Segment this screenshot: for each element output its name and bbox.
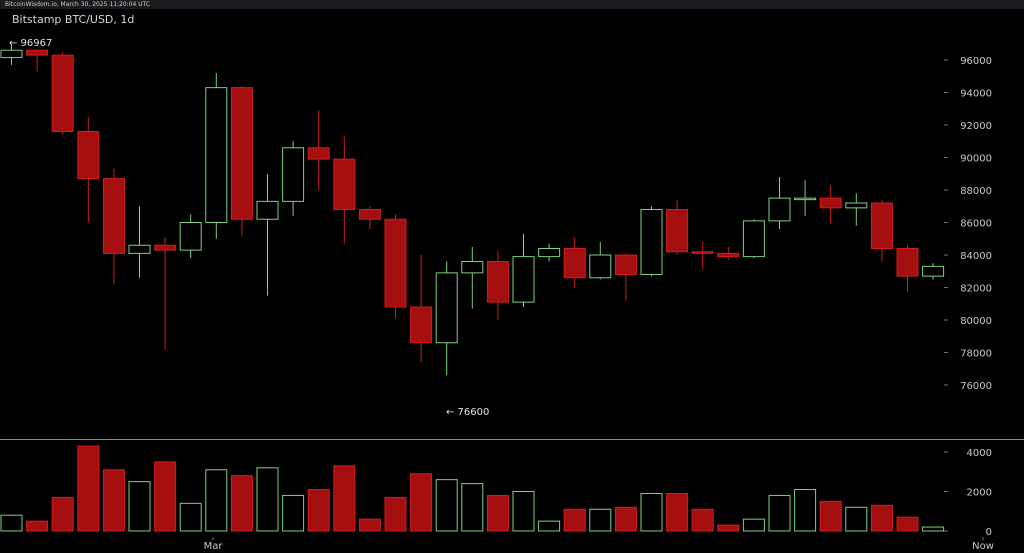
volume-bar-down: [717, 524, 740, 532]
volume-bar-down: [358, 518, 381, 532]
volume-bar-down: [666, 492, 689, 532]
candle-body-down: [154, 244, 177, 251]
candle-body-down: [563, 248, 586, 279]
candle-body-up: [205, 87, 228, 223]
chart-title: Bitstamp BTC/USD, 1d: [12, 13, 135, 26]
candle-body-down: [230, 87, 253, 220]
volume-tick-label: 2000: [967, 488, 992, 499]
candle-body-down: [486, 261, 509, 303]
volume-bar-down: [307, 489, 330, 532]
x-tick-label: Now: [972, 541, 994, 552]
price-tick-label: 86000: [960, 219, 992, 230]
volume-bar-down: [614, 506, 637, 532]
candle-body-down: [666, 209, 689, 253]
candle-body-down: [51, 54, 74, 132]
price-tick-label: 84000: [960, 251, 992, 262]
candle-body-up: [0, 49, 23, 59]
candle-body-down: [410, 306, 433, 344]
candle-body-up: [435, 272, 458, 344]
volume-bar-up: [640, 492, 663, 532]
volume-bar-down: [486, 494, 509, 532]
volume-bar-down: [230, 475, 253, 532]
candle-body-up: [589, 254, 612, 279]
candle-body-up: [742, 220, 765, 258]
volume-bar-down: [896, 516, 919, 532]
candle-body-down: [896, 248, 919, 277]
volume-bar-down: [102, 469, 125, 532]
candle-body-down: [77, 131, 100, 180]
candle-body-up: [640, 209, 663, 275]
volume-bar-up: [794, 489, 817, 532]
candle-body-up: [256, 200, 279, 220]
volume-bar-down: [563, 508, 586, 532]
volume-bar-up: [128, 481, 151, 532]
candle-body-down: [819, 197, 842, 209]
volume-bar-up: [538, 520, 561, 532]
volume-bar-up: [742, 518, 765, 532]
candle-body-down: [333, 158, 356, 210]
volume-bar-up: [461, 483, 484, 532]
candle-body-down: [26, 49, 49, 56]
candle-body-up: [845, 202, 868, 209]
volume-tick-label: 4000: [967, 448, 992, 459]
volume-bar-down: [691, 508, 714, 532]
candle-body-down: [358, 209, 381, 220]
volume-bar-up: [179, 502, 202, 532]
high-annotation: ← 96967: [9, 38, 52, 49]
volume-bar-down: [333, 465, 356, 532]
volume-bar-down: [77, 445, 100, 532]
volume-bar-down: [384, 496, 407, 532]
volume-bar-down: [410, 473, 433, 532]
price-tick-label: 88000: [960, 186, 992, 197]
candle-body-down: [384, 218, 407, 308]
price-tick-label: 82000: [960, 284, 992, 295]
candle-body-up: [179, 222, 202, 251]
volume-bar-down: [819, 500, 842, 532]
volume-bar-up: [845, 506, 868, 532]
watermark-text: BitcoinWisdom.io, March 30, 2025 11:20:0…: [5, 1, 151, 8]
candle-body-up: [538, 248, 561, 258]
price-tick-label: 90000: [960, 154, 992, 165]
volume-bar-down: [26, 520, 49, 532]
x-tick-label: Mar: [204, 541, 224, 552]
candle-body-down: [717, 252, 740, 258]
price-tick-label: 92000: [960, 121, 992, 132]
volume-tick-label: 0: [986, 527, 992, 538]
candle-body-down: [614, 254, 637, 275]
candle-body-up: [922, 265, 945, 277]
price-tick-label: 94000: [960, 89, 992, 100]
volume-bar-up: [922, 526, 945, 532]
volume-bar-up: [0, 514, 23, 532]
volume-bar-down: [51, 496, 74, 532]
top-bar: BitcoinWisdom.io, March 30, 2025 11:20:0…: [0, 0, 1024, 9]
candle-body-down: [691, 251, 714, 254]
low-annotation: ← 76600: [446, 407, 489, 418]
volume-bar-down: [870, 504, 893, 532]
candle-body-down: [870, 202, 893, 249]
candle-body-up: [282, 147, 305, 202]
volume-bar-up: [589, 508, 612, 532]
volume-bar-up: [256, 467, 279, 532]
volume-bar-up: [512, 491, 535, 532]
candle-body-up: [794, 197, 817, 201]
candle-body-up: [512, 256, 535, 303]
candle-body-up: [461, 261, 484, 274]
candle-body-down: [307, 147, 330, 160]
price-tick-label: 78000: [960, 349, 992, 360]
volume-bar-up: [768, 494, 791, 532]
price-tick-label: 76000: [960, 381, 992, 392]
candle-body-up: [768, 197, 791, 222]
candle-body-up: [128, 244, 151, 254]
price-tick-label: 96000: [960, 56, 992, 67]
volume-bar-up: [435, 479, 458, 532]
candle-body-down: [102, 178, 125, 254]
price-tick-label: 80000: [960, 316, 992, 327]
volume-bar-up: [282, 494, 305, 532]
volume-bar-down: [154, 461, 177, 532]
volume-bar-up: [205, 469, 228, 532]
